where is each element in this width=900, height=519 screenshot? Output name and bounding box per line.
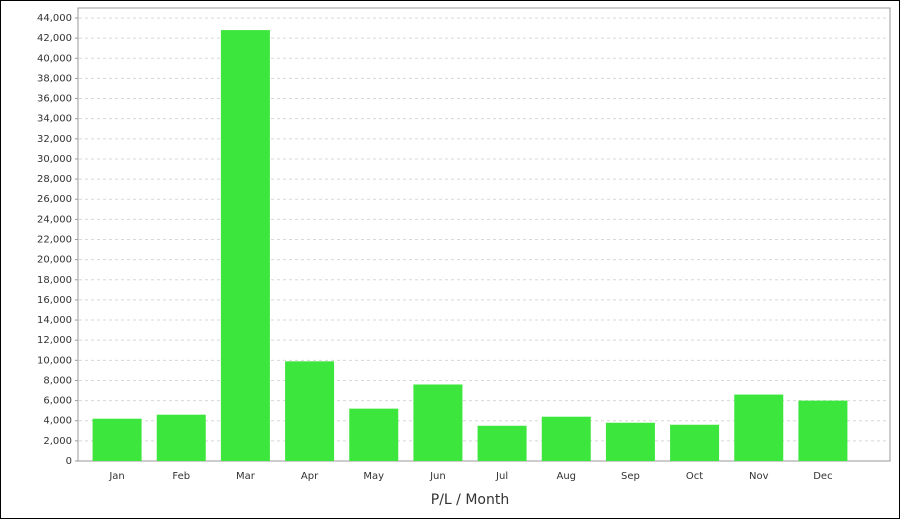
bar xyxy=(156,414,206,461)
bar xyxy=(605,422,655,461)
bar xyxy=(541,416,591,461)
y-tick-label: 42,000 xyxy=(37,33,72,44)
y-tick-label: 30,000 xyxy=(37,154,72,165)
y-tick-label: 6,000 xyxy=(43,396,72,407)
bar xyxy=(798,400,848,461)
x-tick-label: Jan xyxy=(108,471,124,482)
x-tick-label: Oct xyxy=(686,471,703,482)
y-tick-label: 14,000 xyxy=(37,315,72,326)
x-tick-label: Jul xyxy=(495,471,508,482)
bar xyxy=(349,408,399,461)
y-tick-label: 26,000 xyxy=(37,194,72,205)
x-tick-label: Jun xyxy=(429,471,446,482)
y-tick-label: 22,000 xyxy=(37,235,72,246)
bar xyxy=(734,394,784,461)
y-tick-label: 4,000 xyxy=(43,416,72,427)
x-tick-label: Dec xyxy=(813,471,832,482)
x-tick-label: May xyxy=(363,471,384,482)
y-tick-label: 18,000 xyxy=(37,275,72,286)
x-tick-label: Nov xyxy=(749,471,769,482)
y-tick-label: 20,000 xyxy=(37,255,72,266)
y-tick-label: 2,000 xyxy=(43,436,72,447)
x-tick-label: Feb xyxy=(172,471,190,482)
x-tick-label: Apr xyxy=(301,471,319,482)
y-tick-label: 12,000 xyxy=(37,335,72,346)
y-tick-label: 38,000 xyxy=(37,73,72,84)
y-tick-label: 16,000 xyxy=(37,295,72,306)
x-tick-label: Aug xyxy=(556,471,576,482)
bar xyxy=(413,384,463,461)
y-tick-label: 32,000 xyxy=(37,134,72,145)
bar xyxy=(670,424,720,461)
y-tick-label: 36,000 xyxy=(37,94,72,105)
y-tick-label: 24,000 xyxy=(37,214,72,225)
bar xyxy=(477,425,527,461)
y-tick-label: 0 xyxy=(66,456,72,467)
bar xyxy=(92,418,142,461)
y-tick-label: 8,000 xyxy=(43,375,72,386)
bar xyxy=(220,30,270,461)
plot-area xyxy=(77,7,891,462)
x-tick-label: Mar xyxy=(236,471,256,482)
y-tick-label: 10,000 xyxy=(37,355,72,366)
x-axis-title: P/L / Month xyxy=(431,492,509,508)
bar xyxy=(285,361,335,461)
y-tick-label: 44,000 xyxy=(37,13,72,24)
y-tick-label: 28,000 xyxy=(37,174,72,185)
y-tick-label: 40,000 xyxy=(37,53,72,64)
x-tick-label: Sep xyxy=(621,471,640,482)
y-tick-label: 34,000 xyxy=(37,114,72,125)
